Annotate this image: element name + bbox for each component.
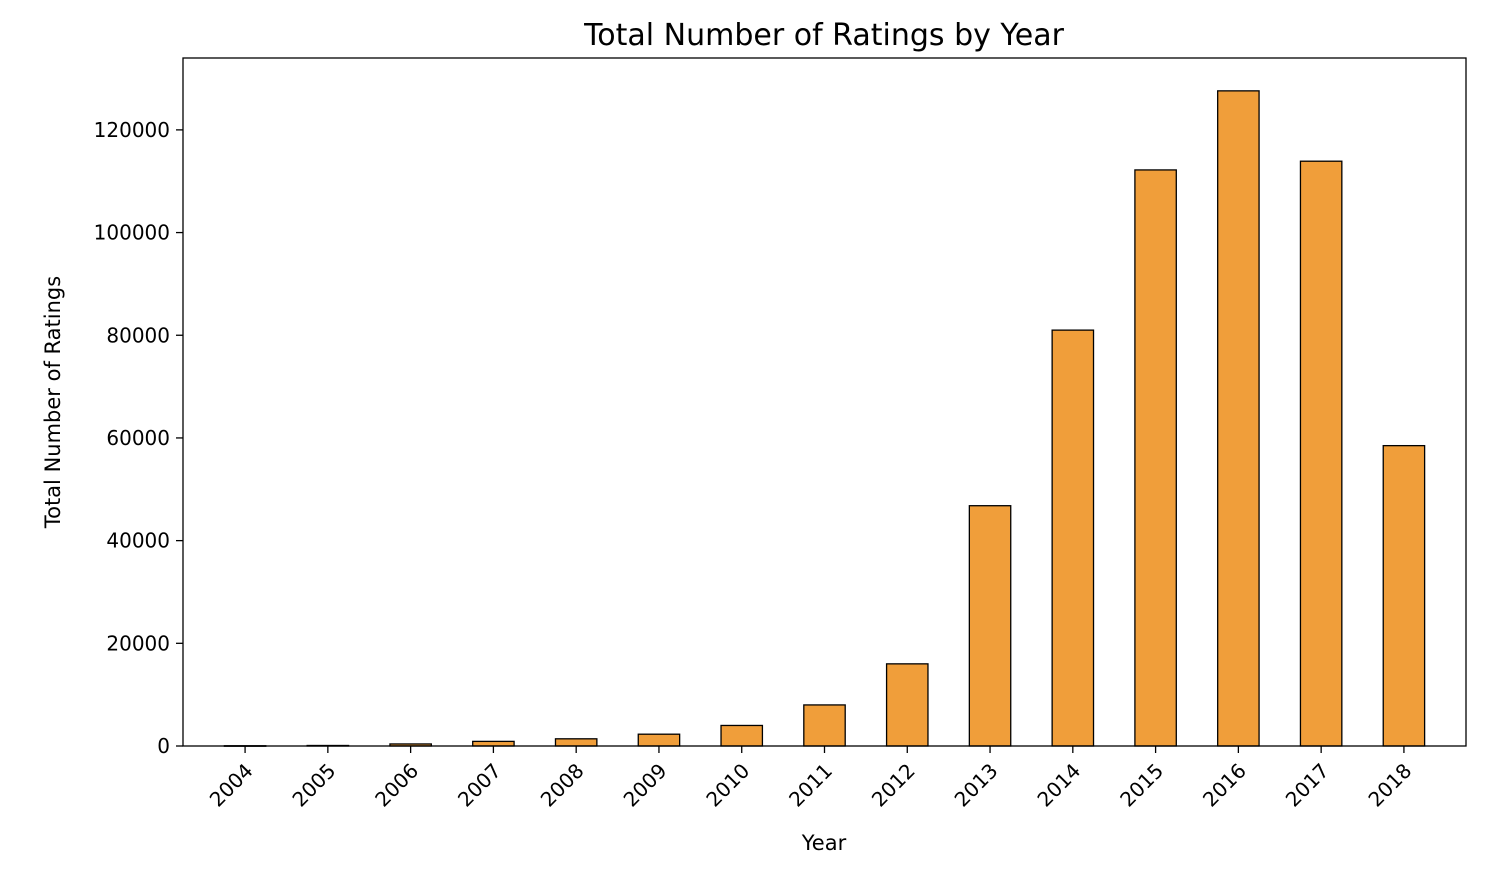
- x-tick-label: 2017: [1281, 759, 1334, 812]
- bar-2007: [472, 740, 515, 747]
- y-axis-label: Total Number of Ratings: [41, 276, 65, 529]
- x-tick-label: 2013: [950, 759, 1003, 812]
- x-tick-label: 2009: [619, 759, 672, 812]
- y-axis: 0 20000 40000 60000 80000 100000 120000: [94, 118, 183, 758]
- x-axis: 2004 2005 2006 2007 2008 2009 2010 2011 2012 2013…: [205, 746, 1416, 812]
- plot-area-frame: [182, 57, 1467, 747]
- bar-2015: [1134, 169, 1177, 747]
- bar-2013: [968, 505, 1012, 747]
- bar-2018: [1382, 444, 1426, 747]
- y-tick-label: 40000: [106, 529, 170, 553]
- bar-2011: [803, 704, 846, 747]
- x-tick-label: 2015: [1115, 759, 1168, 812]
- x-tick-label: 2012: [867, 759, 920, 812]
- x-axis-label: Year: [801, 831, 847, 855]
- y-tick-label: 20000: [106, 631, 170, 655]
- y-tick-label: 60000: [106, 426, 170, 450]
- bar-2014: [1051, 329, 1095, 747]
- chart-title: Total Number of Ratings by Year: [583, 18, 1065, 53]
- y-tick-label: 100000: [94, 221, 170, 245]
- x-tick-label: 2006: [370, 759, 423, 812]
- x-tick-label: 2004: [205, 759, 258, 812]
- bar-2010: [720, 724, 764, 747]
- x-tick-label: 2007: [453, 759, 506, 812]
- x-tick-label: 2018: [1363, 759, 1416, 812]
- bars-group: [223, 90, 1426, 747]
- y-tick-label: 80000: [106, 323, 170, 347]
- x-tick-label: 2016: [1198, 759, 1251, 812]
- bar-2012: [885, 663, 929, 747]
- x-tick-label: 2014: [1032, 759, 1085, 812]
- x-tick-label: 2010: [701, 759, 754, 812]
- y-tick-label: 0: [157, 734, 170, 758]
- bar-2016: [1217, 90, 1260, 747]
- x-tick-label: 2008: [536, 759, 589, 812]
- bar-2017: [1299, 160, 1343, 747]
- bar-2008: [554, 738, 598, 747]
- x-tick-label: 2005: [287, 759, 340, 812]
- y-tick-label: 120000: [94, 118, 170, 142]
- x-tick-label: 2011: [784, 759, 837, 812]
- bar-2009: [637, 733, 681, 747]
